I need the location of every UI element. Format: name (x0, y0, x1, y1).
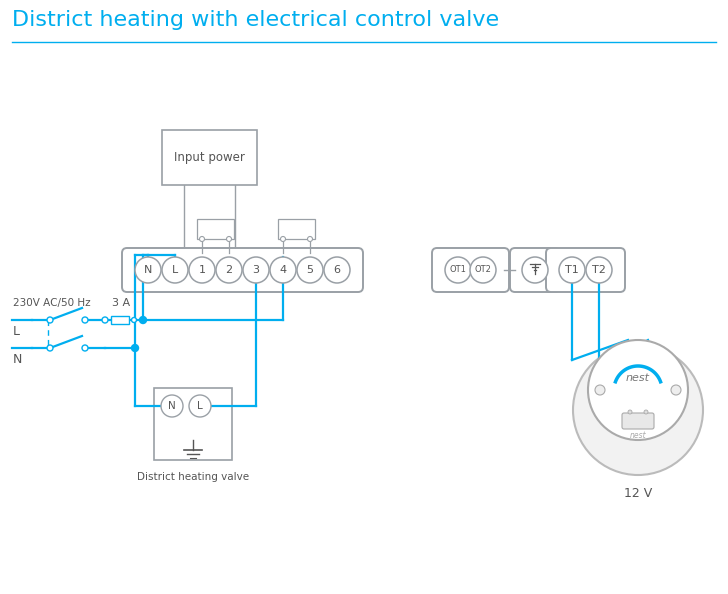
FancyBboxPatch shape (278, 219, 315, 239)
Text: 2: 2 (226, 265, 232, 275)
Text: 3: 3 (253, 265, 259, 275)
Circle shape (628, 410, 632, 414)
Text: L: L (197, 401, 203, 411)
Text: 5: 5 (306, 265, 314, 275)
Circle shape (280, 236, 285, 242)
Circle shape (132, 318, 137, 323)
Text: nest: nest (630, 431, 646, 440)
FancyBboxPatch shape (162, 130, 257, 185)
Circle shape (47, 345, 53, 351)
Circle shape (470, 257, 496, 283)
Circle shape (595, 385, 605, 395)
Circle shape (82, 317, 88, 323)
Text: OT1: OT1 (450, 266, 467, 274)
Text: 12 V: 12 V (624, 487, 652, 500)
Circle shape (102, 317, 108, 323)
FancyBboxPatch shape (432, 248, 509, 292)
Circle shape (644, 410, 648, 414)
Circle shape (189, 257, 215, 283)
Text: nest: nest (626, 373, 650, 383)
Circle shape (559, 257, 585, 283)
Text: 1: 1 (199, 265, 205, 275)
Text: N: N (144, 265, 152, 275)
Circle shape (162, 257, 188, 283)
FancyBboxPatch shape (111, 316, 129, 324)
Circle shape (270, 257, 296, 283)
Circle shape (189, 395, 211, 417)
Text: 3 A: 3 A (112, 298, 130, 308)
Circle shape (586, 257, 612, 283)
Circle shape (47, 317, 53, 323)
FancyBboxPatch shape (546, 248, 625, 292)
Circle shape (297, 257, 323, 283)
Text: OT2: OT2 (475, 266, 491, 274)
Text: Input power: Input power (174, 151, 245, 164)
Circle shape (140, 317, 146, 324)
FancyBboxPatch shape (122, 248, 363, 292)
Circle shape (243, 257, 269, 283)
Text: N: N (13, 353, 23, 366)
Circle shape (199, 236, 205, 242)
Text: L: L (13, 325, 20, 338)
FancyBboxPatch shape (622, 413, 654, 429)
FancyBboxPatch shape (197, 219, 234, 239)
Circle shape (671, 385, 681, 395)
Circle shape (226, 236, 232, 242)
Circle shape (135, 257, 161, 283)
Circle shape (161, 395, 183, 417)
Text: 230V AC/50 Hz: 230V AC/50 Hz (13, 298, 90, 308)
Text: District heating valve: District heating valve (137, 472, 249, 482)
Circle shape (522, 257, 548, 283)
Circle shape (307, 236, 312, 242)
FancyBboxPatch shape (154, 388, 232, 460)
Text: N: N (168, 401, 176, 411)
Circle shape (216, 257, 242, 283)
Text: T1: T1 (565, 265, 579, 275)
Circle shape (132, 345, 138, 352)
Text: L: L (172, 265, 178, 275)
Text: 4: 4 (280, 265, 287, 275)
Text: 6: 6 (333, 265, 341, 275)
FancyBboxPatch shape (510, 248, 560, 292)
Circle shape (445, 257, 471, 283)
Circle shape (588, 340, 688, 440)
Text: T2: T2 (592, 265, 606, 275)
Circle shape (324, 257, 350, 283)
Circle shape (573, 345, 703, 475)
Circle shape (82, 345, 88, 351)
Text: District heating with electrical control valve: District heating with electrical control… (12, 10, 499, 30)
